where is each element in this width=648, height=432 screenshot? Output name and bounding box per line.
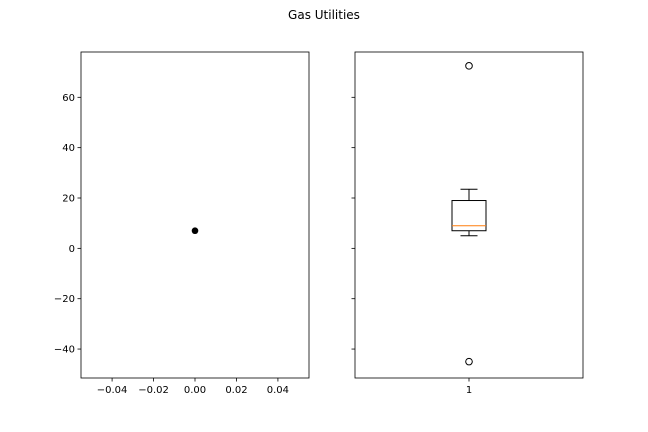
chart-title: Gas Utilities	[288, 8, 360, 22]
left-x-axis-ticks: −0.04 −0.02 0.00 0.02 0.04	[97, 378, 289, 396]
y-tick-label: 20	[62, 194, 75, 205]
x-tick-label: −0.02	[138, 385, 169, 396]
y-tick-label: 60	[62, 93, 75, 104]
left-plot-frame	[80, 51, 310, 379]
x-tick-label: 1	[466, 385, 472, 396]
outlier-point	[465, 62, 473, 70]
y-tick-label: −40	[54, 345, 75, 356]
right-y-axis-ticks	[351, 96, 355, 350]
x-tick-label: 0.02	[225, 385, 247, 396]
left-y-axis-ticks: −40 −20 0 20 40 60	[54, 93, 81, 356]
right-plot-marks	[451, 62, 487, 366]
scatter-point	[191, 227, 199, 235]
x-tick-label: 0.04	[267, 385, 289, 396]
left-panel: −40 −20 0 20 40 60 −0.04 −0.02 0.00 0.02 0.04	[54, 51, 310, 396]
outlier-point	[465, 357, 473, 366]
y-tick-label: 40	[62, 143, 75, 154]
x-tick-label: 0.00	[184, 385, 206, 396]
x-tick-label: −0.04	[97, 385, 128, 396]
box-body	[451, 200, 487, 232]
right-plot-frame	[354, 51, 584, 379]
left-plot-marks	[191, 227, 199, 235]
right-x-axis-ticks: 1	[466, 378, 472, 396]
y-tick-label: −20	[54, 294, 75, 305]
right-panel: 1	[351, 51, 584, 396]
y-tick-label: 0	[69, 244, 75, 255]
